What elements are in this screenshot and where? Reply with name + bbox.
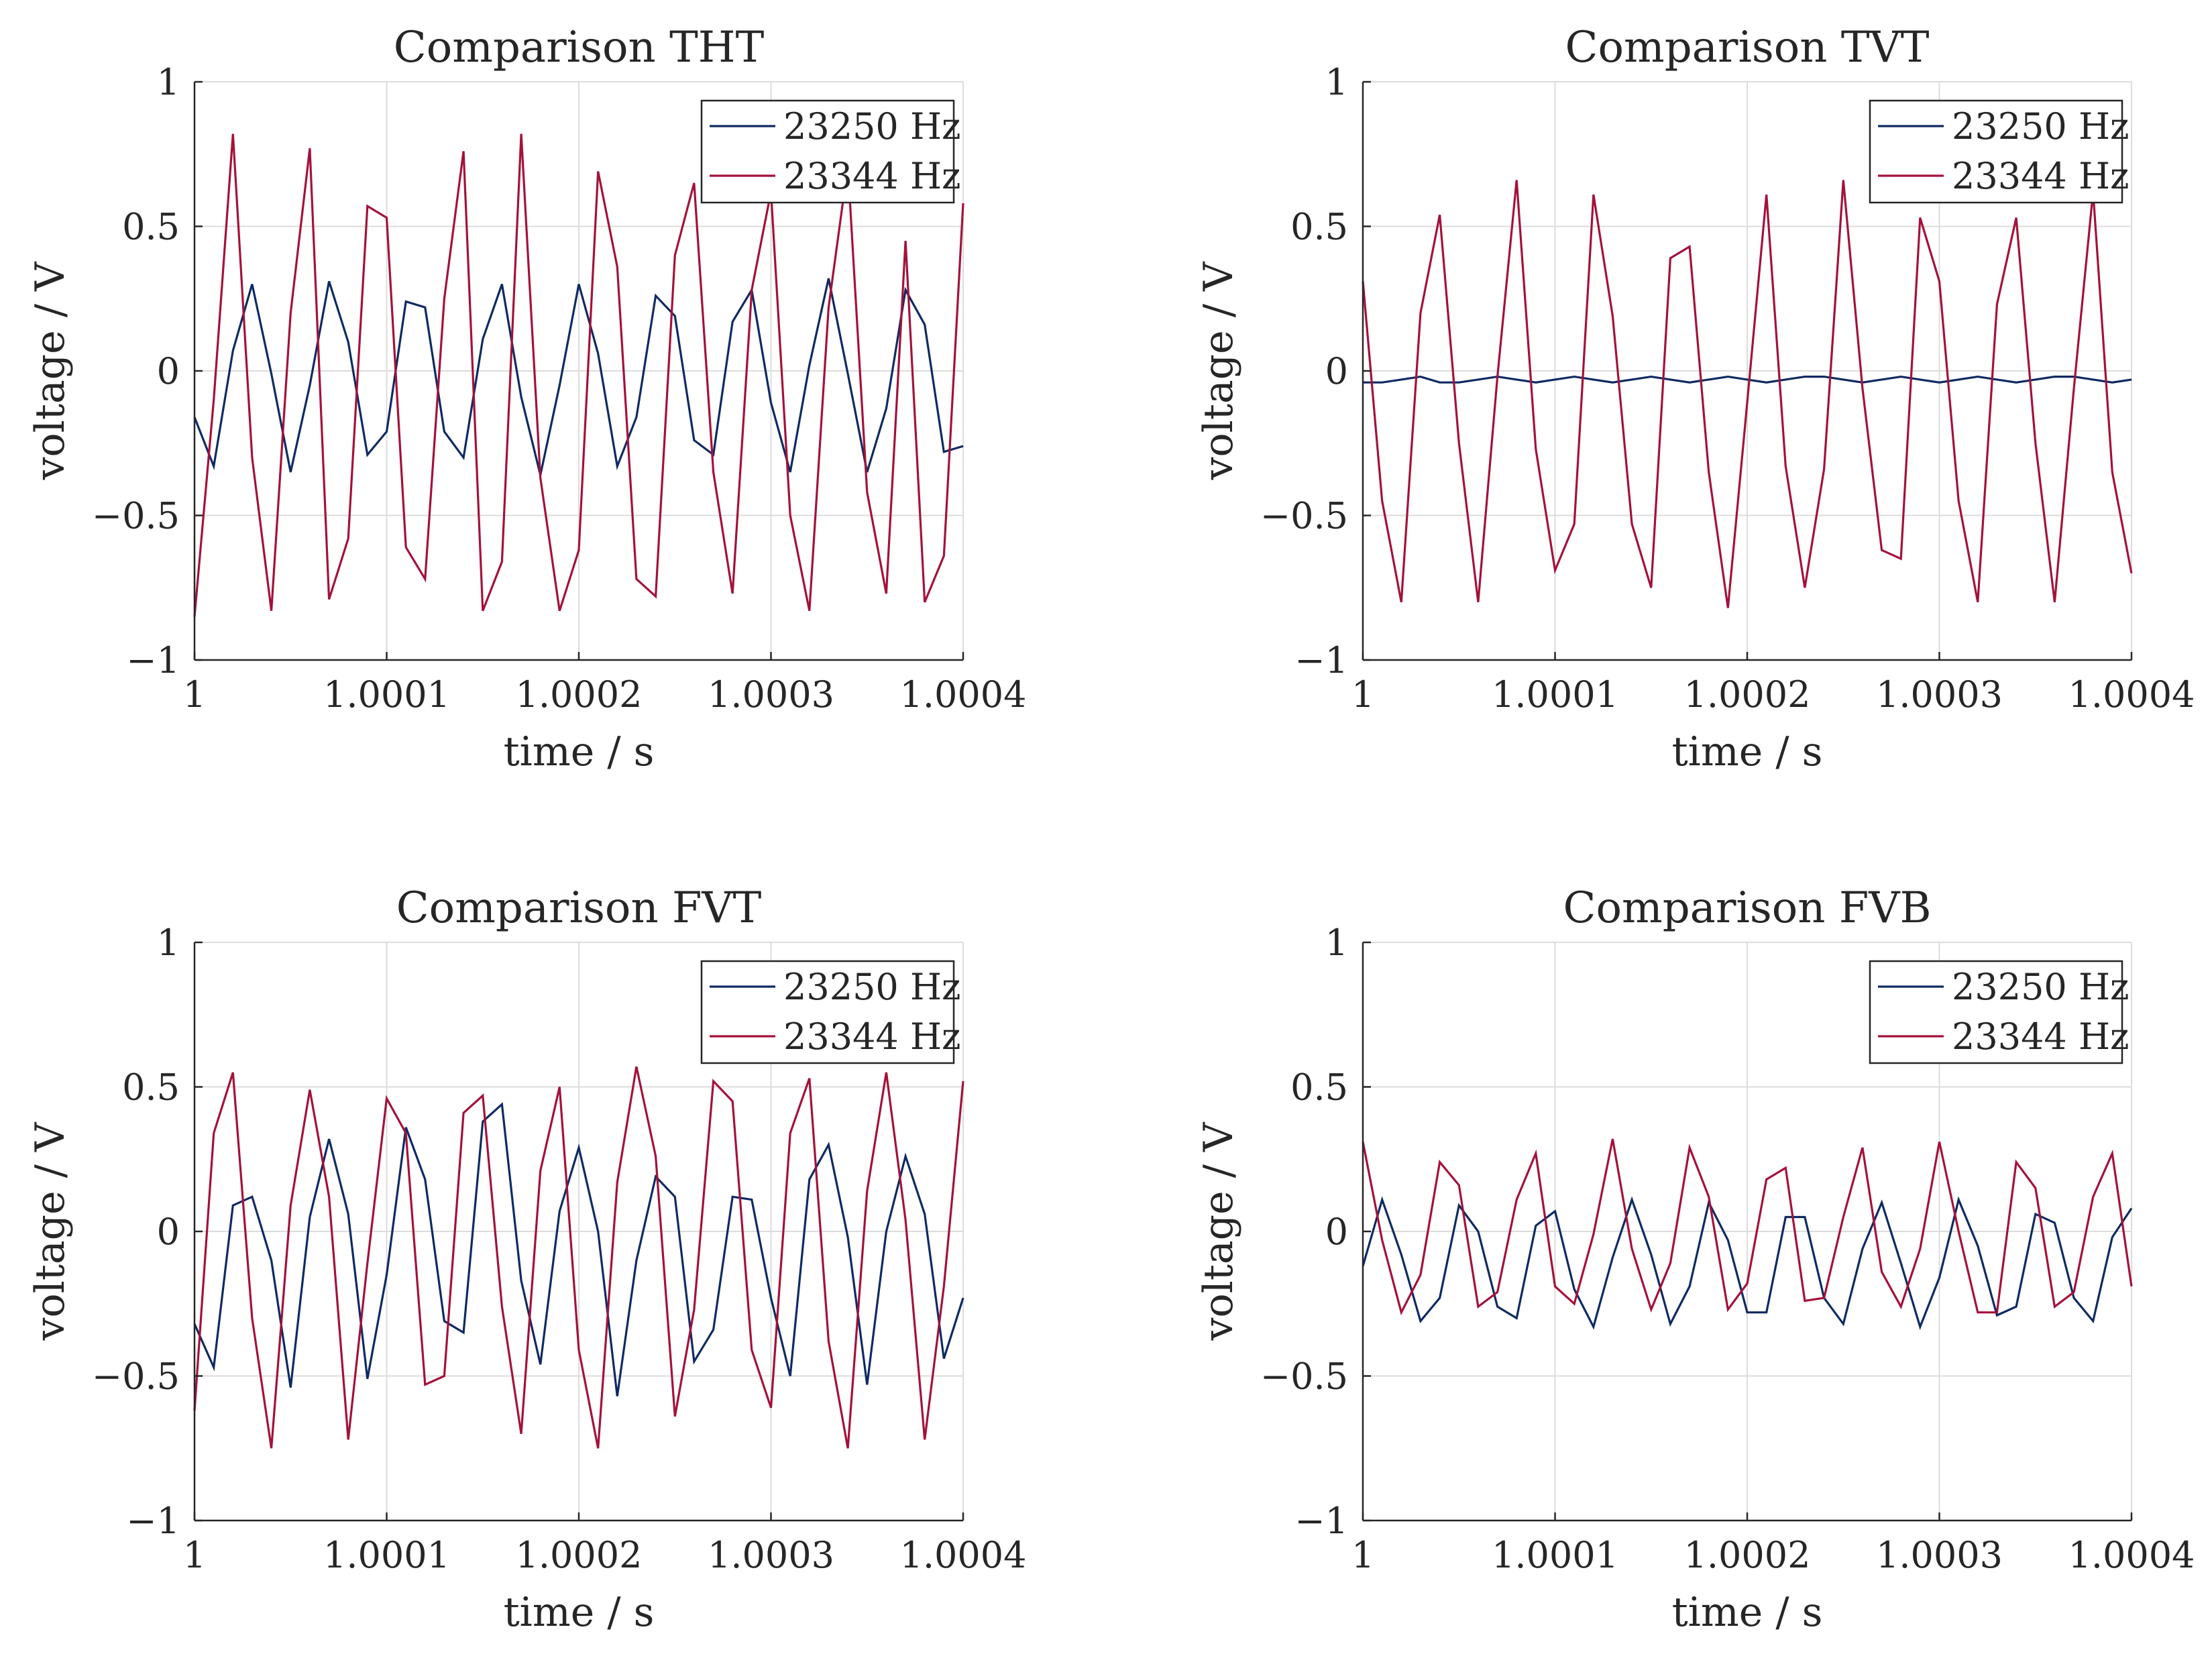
x-tick-label: 1.0001 <box>323 673 450 716</box>
x-axis-label: time / s <box>1672 728 1823 775</box>
y-tick-label: 1 <box>1325 922 1348 964</box>
y-tick-label: −0.5 <box>92 1356 180 1398</box>
chart-panel-3: 1 1.0001 1.0002 1.0003 1.0004 1 0.5 0 −0.5 −1 Comp… <box>27 883 1026 1636</box>
legend-label-2: 23344 Hz <box>783 155 961 197</box>
y-tick-label: 0.5 <box>122 1066 180 1109</box>
series-line-1 <box>193 278 964 476</box>
y-axis-label: voltage / V <box>1195 261 1242 480</box>
y-tick-label: 0 <box>157 350 180 392</box>
series-line-2 <box>1362 1138 2133 1316</box>
x-tick-label: 1 <box>1351 1534 1374 1576</box>
series-line-1 <box>1363 375 2132 384</box>
y-axis-label: voltage / V <box>1195 1121 1242 1341</box>
x-axis-label: time / s <box>504 1589 655 1636</box>
x-tick-label: 1.0004 <box>900 673 1027 716</box>
y-tick-label: 0 <box>1325 1211 1348 1253</box>
y-tick-label: −1 <box>1294 639 1348 681</box>
x-tick-label: 1 <box>1351 673 1374 716</box>
chart-title: Comparison TVT <box>1565 23 1930 72</box>
y-tick-label: 1 <box>157 61 180 103</box>
x-tick-label: 1.0004 <box>900 1534 1027 1576</box>
legend-box <box>1869 99 2123 204</box>
legend-box <box>1869 960 2123 1064</box>
series-line-2 <box>193 1066 964 1449</box>
x-tick-label: 1 <box>183 1534 206 1576</box>
chart-panel-4: 1 1.0001 1.0002 1.0003 1.0004 1 0.5 0 −0.5 −1 Comp… <box>1195 883 2195 1636</box>
x-tick-label: 1.0002 <box>516 673 643 716</box>
y-tick-label: 0 <box>1325 350 1348 392</box>
legend-label-1: 23250 Hz <box>783 105 961 148</box>
chart-title: Comparison THT <box>394 23 765 72</box>
chart-panel-2: 1 1.0001 1.0002 1.0003 1.0004 1 0.5 0 −0.5 −1 Comp… <box>1195 23 2195 775</box>
y-tick-label: −0.5 <box>1260 495 1348 537</box>
series-line-2 <box>1362 180 2133 608</box>
x-tick-label: 1 <box>183 673 206 716</box>
legend-label-2: 23344 Hz <box>783 1015 961 1058</box>
chart-title: Comparison FVT <box>396 883 762 933</box>
legend-label-2: 23344 Hz <box>1952 1015 2130 1058</box>
x-tick-label: 1.0003 <box>708 673 834 716</box>
x-tick-label: 1.0001 <box>1492 673 1618 716</box>
x-tick-label: 1.0002 <box>1684 673 1811 716</box>
y-tick-label: 0 <box>157 1211 180 1253</box>
x-tick-label: 1.0001 <box>1492 1534 1618 1576</box>
x-tick-label: 1.0004 <box>2068 673 2195 716</box>
y-tick-label: −1 <box>126 1500 180 1542</box>
y-tick-label: −1 <box>1294 1500 1348 1542</box>
y-tick-label: −0.5 <box>92 495 180 537</box>
legend-label-1: 23250 Hz <box>1952 105 2130 148</box>
series-line-1 <box>1362 1196 2133 1331</box>
x-tick-label: 1.0004 <box>2068 1534 2195 1576</box>
x-tick-label: 1.0002 <box>1684 1534 1811 1576</box>
y-tick-label: 0.5 <box>1290 1066 1348 1109</box>
x-tick-label: 1.0003 <box>1876 1534 2003 1576</box>
x-tick-label: 1.0002 <box>516 1534 643 1576</box>
legend-box <box>700 99 955 204</box>
x-tick-label: 1.0003 <box>708 1534 834 1576</box>
chart-panel-1: 1 1.0001 1.0002 1.0003 1.0004 1 0.5 0 −0.5 −1 Comp… <box>27 23 1026 775</box>
x-axis-label: time / s <box>1672 1589 1823 1636</box>
y-axis-label: voltage / V <box>27 1121 74 1341</box>
series-line-2 <box>193 133 964 617</box>
x-tick-label: 1.0001 <box>323 1534 450 1576</box>
legend-label-1: 23250 Hz <box>1952 966 2130 1008</box>
x-axis-label: time / s <box>504 728 655 775</box>
y-tick-label: 0.5 <box>122 206 180 248</box>
y-tick-label: 1 <box>157 922 180 964</box>
y-tick-label: −1 <box>126 639 180 681</box>
y-axis-label: voltage / V <box>27 261 74 480</box>
chart-title: Comparison FVB <box>1563 883 1932 933</box>
legend-label-2: 23344 Hz <box>1952 155 2130 197</box>
x-tick-label: 1.0003 <box>1876 673 2003 716</box>
y-tick-label: 1 <box>1325 61 1348 103</box>
legend-label-1: 23250 Hz <box>783 966 961 1008</box>
y-tick-label: 0.5 <box>1290 206 1348 248</box>
legend-box <box>700 960 955 1064</box>
y-tick-label: −0.5 <box>1260 1356 1348 1398</box>
